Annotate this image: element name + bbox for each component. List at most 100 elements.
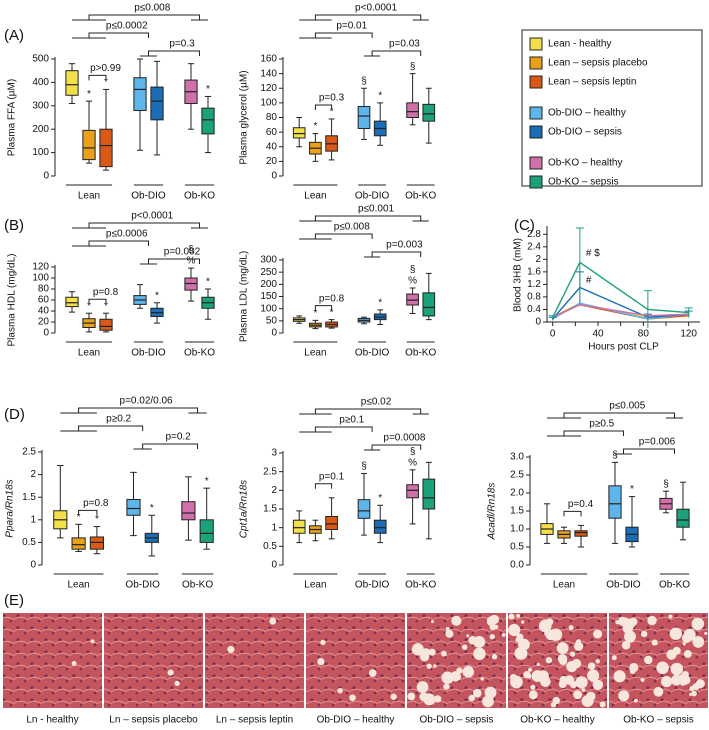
p-value: p≤0.02 <box>361 397 392 408</box>
significance-mark: * <box>104 77 108 88</box>
box <box>406 484 419 499</box>
fat-droplet <box>317 658 325 666</box>
fat-droplet <box>692 636 705 648</box>
bracket <box>371 50 422 56</box>
fat-droplet <box>468 635 478 645</box>
box <box>422 103 436 122</box>
fat-droplet <box>419 652 430 662</box>
fat-droplet <box>545 656 553 664</box>
fat-droplet <box>575 639 581 645</box>
box <box>150 86 164 121</box>
group-label: Ob-KO <box>182 580 213 591</box>
significance-mark: % <box>408 276 417 287</box>
fat-droplet <box>337 687 343 694</box>
fat-droplet <box>167 669 174 676</box>
y-tick-label: 300 <box>260 255 277 266</box>
legend-swatch <box>529 175 543 189</box>
significance-mark: % <box>408 457 417 468</box>
histology-image <box>3 613 102 708</box>
p-value: p≤0.008 <box>334 222 371 233</box>
y-tick-label: 0.5 <box>510 542 524 553</box>
y-tick-label: 20 <box>38 317 50 328</box>
bracket <box>623 448 675 454</box>
group-label: Ob-KO <box>659 580 690 591</box>
fat-droplet <box>573 690 583 700</box>
y-axis-label: Cpt1a/Rn18s <box>239 480 250 538</box>
significance-mark: § <box>410 446 416 457</box>
significance-mark: * <box>87 301 91 312</box>
fat-droplet <box>629 668 636 674</box>
group-label: Ob-DIO <box>355 348 390 359</box>
fat-droplet <box>269 617 277 625</box>
fat-droplet <box>618 690 630 702</box>
y-tick-label: 100 <box>32 147 49 158</box>
significance-mark: * <box>205 476 209 487</box>
y-tick-label: 2.0 <box>510 488 524 499</box>
fat-droplet <box>434 695 442 703</box>
significance-mark: * <box>155 290 159 301</box>
fat-droplet <box>443 683 450 690</box>
p-value: p=0.01 <box>336 21 367 32</box>
fat-droplet <box>527 667 533 672</box>
fat-droplet <box>573 641 584 651</box>
fat-droplet <box>594 685 599 690</box>
fat-droplet <box>689 685 695 692</box>
group-label: Ob-KO <box>405 348 436 359</box>
y-tick-label: 100 <box>260 303 277 314</box>
box <box>373 519 387 534</box>
fat-droplet <box>656 661 669 675</box>
legend-swatch <box>529 106 543 120</box>
fat-droplet <box>666 649 677 660</box>
y-tick-label: 3.0 <box>510 452 524 463</box>
bracket <box>78 509 98 516</box>
box <box>422 292 436 317</box>
group-label: Ob-DIO <box>606 580 641 591</box>
legend-swatch <box>529 156 543 170</box>
annotation: # $ <box>586 248 600 259</box>
fat-droplet <box>537 670 549 682</box>
p-value: p=0.03 <box>389 39 420 50</box>
bracket <box>314 104 333 110</box>
panel-label: (E) <box>4 592 24 609</box>
y-tick-label: 0 <box>535 317 541 328</box>
significance-mark: * <box>630 484 634 495</box>
fat-droplet <box>516 633 524 641</box>
fat-droplet <box>494 624 499 629</box>
fat-droplet <box>528 690 538 700</box>
bracket <box>88 14 200 20</box>
significance-mark: * <box>104 301 108 312</box>
y-tick-label: 2 <box>30 469 36 480</box>
image-caption: Ob-DIO – healthy <box>317 715 395 726</box>
group-label: Ob-KO <box>184 348 215 359</box>
panel-label: (D) <box>4 406 25 423</box>
fat-droplet <box>426 663 432 669</box>
fat-droplet <box>473 647 486 661</box>
p-value: p=0.2 <box>165 432 191 443</box>
bracket <box>314 426 373 432</box>
fat-droplet <box>440 650 447 657</box>
group-label: Ob-DIO <box>131 191 166 202</box>
significance-mark: * <box>206 84 210 95</box>
y-tick-label: 2 <box>271 485 277 496</box>
y-tick-label: 2.4 <box>527 241 541 252</box>
image-caption: Ob-KO – healthy <box>520 715 594 726</box>
y-tick-label: 1 <box>271 522 277 533</box>
fat-droplet <box>484 686 497 699</box>
fat-droplet <box>536 662 540 666</box>
significance-mark: * <box>206 277 210 288</box>
y-tick-label: 300 <box>32 100 49 111</box>
fat-droplet <box>621 640 631 650</box>
fat-droplet <box>71 661 77 666</box>
fat-droplet <box>227 645 235 654</box>
y-tick-label: 0 <box>271 560 277 571</box>
line <box>552 304 689 318</box>
fat-droplet <box>647 615 657 626</box>
fat-droplet <box>704 631 708 635</box>
p-value: p=0.8 <box>83 498 109 509</box>
p-value: p=0.3 <box>169 39 195 50</box>
legend-box <box>521 29 703 187</box>
group-label: Lean <box>304 348 326 359</box>
box <box>325 515 338 531</box>
y-tick-label: 1.5 <box>510 506 524 517</box>
y-tick-label: 120 <box>32 262 49 273</box>
